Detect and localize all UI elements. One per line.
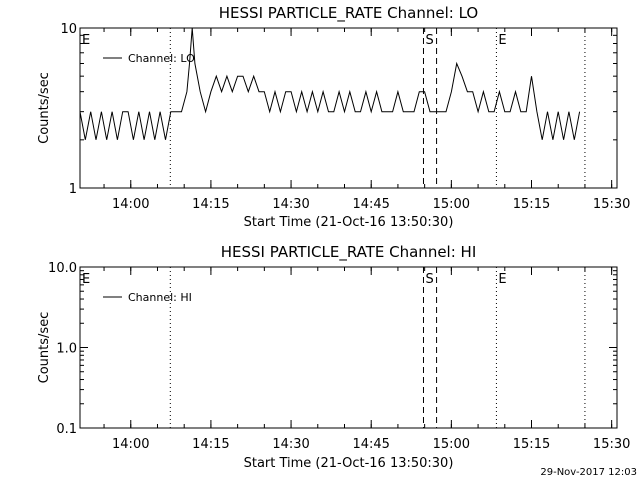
x-axis-label: Start Time (21-Oct-16 13:50:30) [244, 215, 454, 230]
marker-label: E [498, 272, 506, 287]
marker-label: E [82, 33, 90, 48]
marker-label: S [425, 272, 433, 287]
x-tick-label: 15:15 [513, 437, 550, 452]
marker-label: S [425, 33, 433, 48]
y-tick-label: 10.0 [48, 261, 77, 276]
y-axis-label: Counts/sec [37, 72, 52, 144]
x-tick-label: 14:15 [192, 437, 229, 452]
y-tick-label: 1.0 [56, 342, 77, 357]
chart-title: HESSI PARTICLE_RATE Channel: LO [219, 4, 478, 23]
x-tick-label: 14:45 [352, 437, 389, 452]
x-tick-label: 14:00 [112, 437, 149, 452]
y-tick-label: 10 [60, 22, 77, 37]
x-tick-label: 14:30 [272, 437, 309, 452]
plot-frame [79, 27, 618, 189]
x-tick-label: 14:00 [112, 197, 149, 212]
x-tick-label: 15:15 [513, 197, 550, 212]
x-tick-label: 15:00 [433, 197, 470, 212]
marker-label: E [498, 33, 506, 48]
chart-title: HESSI PARTICLE_RATE Channel: HI [221, 243, 477, 262]
legend-label: Channel: LO [128, 52, 195, 65]
marker-label: E [82, 272, 90, 287]
x-tick-label: 14:15 [192, 197, 229, 212]
y-tick-label: 1 [69, 182, 77, 197]
footer-timestamp: 29-Nov-2017 12:03 [540, 467, 637, 478]
x-tick-label: 14:45 [352, 197, 389, 212]
x-tick-label: 15:00 [433, 437, 470, 452]
x-tick-label: 14:30 [272, 197, 309, 212]
legend-label: Channel: HI [128, 291, 192, 304]
x-tick-label: 15:30 [593, 197, 630, 212]
y-axis-label: Counts/sec [37, 312, 52, 384]
x-tick-label: 15:30 [593, 437, 630, 452]
x-axis-label: Start Time (21-Oct-16 13:50:30) [244, 456, 454, 471]
data-series-line [79, 27, 581, 140]
y-tick-label: 0.1 [56, 422, 77, 437]
